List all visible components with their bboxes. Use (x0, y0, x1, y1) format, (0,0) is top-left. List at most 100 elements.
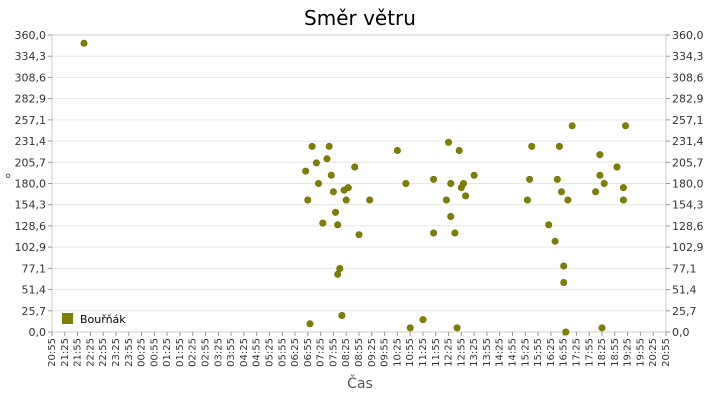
y-tick-label-right: 360,0 (672, 29, 704, 42)
data-point (526, 175, 534, 183)
data-point (600, 180, 608, 188)
data-point (562, 328, 570, 336)
y-tick-label-right: 180,0 (672, 178, 704, 191)
y-tick-label-right: 77,1 (672, 262, 697, 275)
y-tick-label-right: 25,7 (672, 305, 697, 318)
data-point (619, 184, 627, 192)
y-tick-label-right: 102,9 (672, 241, 704, 254)
y-tick-label-right: 334,3 (672, 50, 704, 63)
x-tick-label: 10:55 (405, 338, 416, 367)
data-point (455, 147, 463, 155)
x-tick-label: 04:25 (239, 338, 250, 367)
data-point (430, 229, 438, 237)
x-tick-label: 19:25 (623, 338, 634, 367)
data-point (312, 159, 320, 167)
data-point (621, 122, 629, 130)
y-tick-label-right: 282,9 (672, 93, 704, 106)
legend-label: Bouřňák (80, 313, 126, 326)
data-point (568, 122, 576, 130)
x-tick-label: 13:25 (469, 338, 480, 367)
data-point (329, 188, 337, 196)
x-tick-label: 06:25 (290, 338, 301, 367)
y-axis-right-ticks: 0,0 25,7 51,4 77,1 102,9 128,6 154,3 180,0 205,7… (666, 29, 704, 339)
data-point (336, 264, 344, 272)
x-tick-label: 19:55 (635, 338, 646, 367)
y-tick-label-right: 308,6 (672, 71, 704, 84)
x-tick-label: 14:25 (495, 338, 506, 367)
x-axis-label: Čas (347, 374, 373, 392)
y-tick-label-left: 180,0 (15, 178, 47, 191)
y-tick-label-left: 282,9 (15, 93, 47, 106)
data-point (442, 196, 450, 204)
y-axis-label: ° (5, 172, 12, 188)
data-point (323, 155, 331, 163)
data-point (304, 196, 312, 204)
x-tick-label: 05:55 (277, 338, 288, 367)
x-axis-ticks: 20:55 21:25 21:55 22:25 22:55 23:25 23:55 00:25… (47, 332, 672, 367)
x-tick-label: 11:25 (418, 338, 429, 367)
x-tick-label: 07:55 (328, 338, 339, 367)
y-tick-label-left: 51,4 (22, 284, 47, 297)
x-tick-label: 20:25 (648, 338, 659, 367)
data-point (308, 142, 316, 150)
x-tick-label: 00:25 (137, 338, 148, 367)
data-point (557, 188, 565, 196)
data-point (553, 175, 561, 183)
y-tick-label-right: 0,0 (672, 326, 690, 339)
data-point (393, 147, 401, 155)
data-point (613, 163, 621, 171)
x-tick-label: 06:55 (303, 338, 314, 367)
x-tick-label: 20:55 (47, 338, 58, 367)
data-point (355, 231, 363, 239)
data-point (551, 237, 559, 245)
data-point (523, 196, 531, 204)
data-point (564, 196, 572, 204)
x-tick-label: 22:55 (98, 338, 109, 367)
x-tick-label: 03:55 (226, 338, 237, 367)
data-point (596, 171, 604, 179)
data-point (470, 171, 478, 179)
x-tick-label: 01:55 (175, 338, 186, 367)
y-tick-label-left: 334,3 (15, 50, 47, 63)
x-tick-label: 01:25 (162, 338, 173, 367)
y-tick-label-right: 257,1 (672, 114, 704, 127)
x-tick-label: 23:25 (111, 338, 122, 367)
y-tick-label-left: 77,1 (22, 262, 47, 275)
x-tick-label: 00:55 (149, 338, 160, 367)
y-tick-label-left: 360,0 (15, 29, 47, 42)
x-tick-label: 04:55 (252, 338, 263, 367)
x-tick-label: 16:55 (559, 338, 570, 367)
x-tick-label: 09:25 (367, 338, 378, 367)
chart-title: Směr větru (304, 6, 416, 30)
x-tick-label: 07:25 (316, 338, 327, 367)
data-point (327, 171, 335, 179)
data-point (560, 278, 568, 286)
x-tick-label: 12:55 (456, 338, 467, 367)
data-point (325, 142, 333, 150)
data-point (560, 262, 568, 270)
data-point (342, 196, 350, 204)
data-point (447, 180, 455, 188)
y-tick-label-left: 231,4 (15, 135, 47, 148)
x-tick-label: 02:55 (201, 338, 212, 367)
x-tick-label: 16:25 (546, 338, 557, 367)
x-tick-label: 15:25 (520, 338, 531, 367)
y-tick-label-left: 205,7 (15, 156, 47, 169)
data-point (596, 151, 604, 159)
x-tick-label: 03:25 (213, 338, 224, 367)
data-point (406, 324, 414, 332)
data-point (302, 167, 310, 175)
x-tick-label: 22:25 (85, 338, 96, 367)
data-point (592, 188, 600, 196)
data-point (351, 163, 359, 171)
y-tick-label-right: 154,3 (672, 199, 704, 212)
x-tick-label: 11:55 (431, 338, 442, 367)
x-tick-label: 10:25 (392, 338, 403, 367)
x-tick-label: 14:55 (508, 338, 519, 367)
y-axis-left-ticks: 0,0 25,7 51,4 77,1 102,9 128,6 154,3 180,0 205,7… (15, 29, 52, 339)
x-tick-label: 09:55 (380, 338, 391, 367)
x-tick-label: 13:55 (482, 338, 493, 367)
y-tick-label-left: 308,6 (15, 71, 47, 84)
